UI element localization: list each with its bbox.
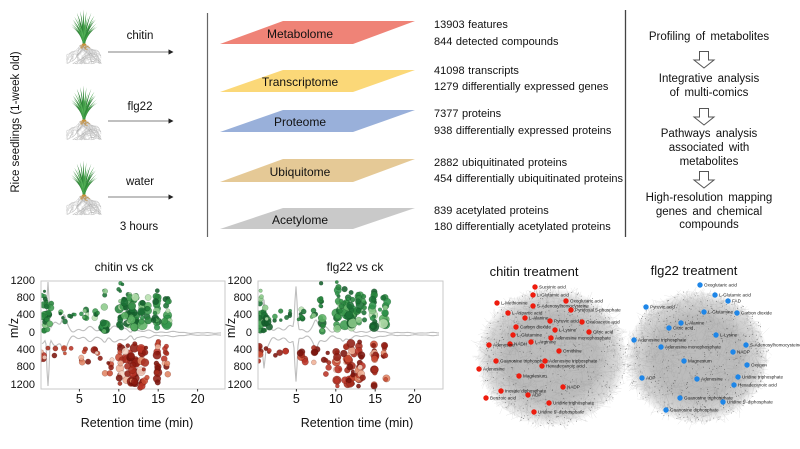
svg-text:Magnesium: Magnesium (523, 374, 547, 379)
svg-text:Guanosine triphosphate: Guanosine triphosphate (500, 359, 549, 364)
svg-text:Carbon dioxide: Carbon dioxide (741, 311, 772, 316)
svg-text:L-Glutamine: L-Glutamine (517, 333, 542, 338)
svg-text:NADP: NADP (737, 350, 750, 355)
svg-text:FAD: FAD (732, 299, 742, 304)
svg-text:Adenosine monophosphate: Adenosine monophosphate (555, 336, 611, 341)
svg-text:L-Arginine: L-Arginine (535, 340, 556, 345)
svg-text:NADH: NADH (514, 342, 527, 347)
svg-text:Adenosine triphosphate: Adenosine triphosphate (549, 359, 598, 364)
svg-text:Pyruvic acid: Pyruvic acid (650, 305, 675, 310)
svg-text:L-Lysine: L-Lysine (559, 328, 577, 333)
svg-text:Citric acid: Citric acid (673, 326, 694, 331)
svg-text:Carbon dioxide: Carbon dioxide (520, 325, 551, 330)
svg-text:S-Adenosylhomocysteine: S-Adenosylhomocysteine (750, 343, 800, 348)
svg-text:Pyruvic acid: Pyruvic acid (554, 319, 579, 324)
svg-text:L-Methionine: L-Methionine (501, 301, 528, 306)
svg-text:Uridine triphosphate: Uridine triphosphate (553, 401, 595, 406)
svg-text:Succinic acid: Succinic acid (539, 285, 566, 290)
svg-text:Inosine diphosphate: Inosine diphosphate (505, 389, 547, 394)
svg-text:Adenosine: Adenosine (701, 377, 723, 382)
svg-text:Oxoglutaric acid: Oxoglutaric acid (570, 299, 603, 304)
svg-text:L-Alanine: L-Alanine (529, 316, 549, 321)
svg-text:Hexadecanoic acid: Hexadecanoic acid (738, 383, 777, 388)
svg-text:L-Glutamine: L-Glutamine (708, 310, 733, 315)
svg-text:Adenosine monophosphate: Adenosine monophosphate (665, 345, 721, 350)
svg-text:Oxygen: Oxygen (751, 363, 767, 368)
svg-text:Hexadecanoic acid: Hexadecanoic acid (546, 364, 585, 369)
svg-text:L-Glutamic acid: L-Glutamic acid (537, 293, 569, 298)
svg-text:Oxaloacetic acid: Oxaloacetic acid (586, 320, 620, 325)
svg-text:Adenosine triphosphate: Adenosine triphosphate (638, 338, 687, 343)
svg-text:L-Alanine: L-Alanine (685, 321, 705, 326)
svg-text:L-Glutamic acid: L-Glutamic acid (719, 293, 751, 298)
svg-text:S-Adenosylhomocysteine: S-Adenosylhomocysteine (537, 304, 589, 309)
svg-text:Oxoglutaric acid: Oxoglutaric acid (704, 283, 737, 288)
svg-text:L-Lysine: L-Lysine (720, 333, 738, 338)
svg-text:NADP: NADP (567, 385, 580, 390)
svg-text:Benzoic acid: Benzoic acid (490, 396, 516, 401)
svg-text:Magnesium: Magnesium (688, 359, 712, 364)
svg-text:ADP: ADP (646, 376, 655, 381)
svg-text:Guanosine diphosphate: Guanosine diphosphate (670, 408, 719, 413)
svg-text:Ornithine: Ornithine (563, 349, 582, 354)
svg-text:Uridine 5'-diphosphate: Uridine 5'-diphosphate (727, 400, 773, 405)
svg-text:Uridine triphosphate: Uridine triphosphate (742, 375, 784, 380)
svg-text:Guanosine triphosphate: Guanosine triphosphate (684, 396, 733, 401)
svg-text:Adenosine: Adenosine (483, 367, 505, 372)
svg-text:Citric acid: Citric acid (593, 330, 614, 335)
svg-text:Uridine 5'-diphosphate: Uridine 5'-diphosphate (538, 410, 584, 415)
svg-text:Pyridoxal 5-phosphate: Pyridoxal 5-phosphate (575, 308, 621, 313)
svg-text:L-Aspartic acid: L-Aspartic acid (512, 311, 543, 316)
svg-text:Adenosine: Adenosine (493, 343, 515, 348)
svg-text:ADP: ADP (532, 393, 541, 398)
